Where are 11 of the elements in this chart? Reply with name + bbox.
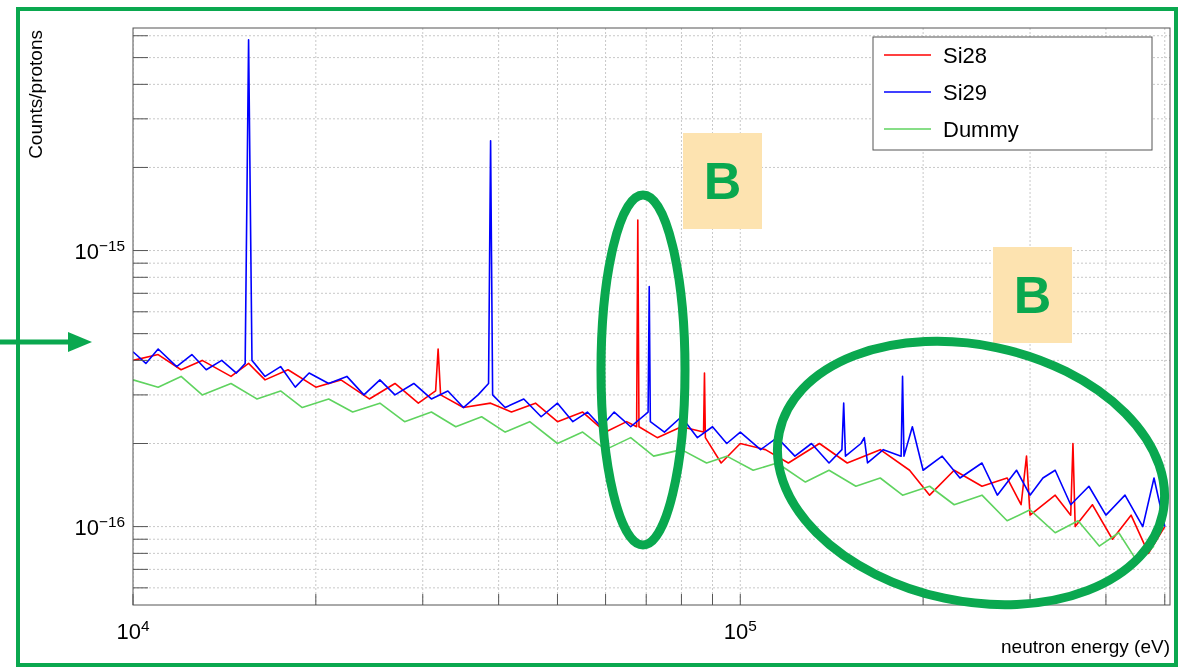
x-tick-label: 10$^{4}$ xyxy=(116,616,150,644)
legend-label: Si28 xyxy=(943,43,988,68)
y-axis-title: Counts/protons xyxy=(25,30,46,159)
x-tick-label: 10$^{5}$ xyxy=(723,616,757,644)
legend-label: Si29 xyxy=(943,80,988,105)
y-tick-label: 10$^{−16}$ xyxy=(74,512,125,540)
x-axis-title: neutron energy (eV) xyxy=(1001,636,1170,657)
annotation: B xyxy=(703,152,742,210)
annotation: B xyxy=(1013,266,1052,324)
legend-label: Dummy xyxy=(943,117,1019,142)
y-tick-label: 10$^{−15}$ xyxy=(74,236,125,264)
